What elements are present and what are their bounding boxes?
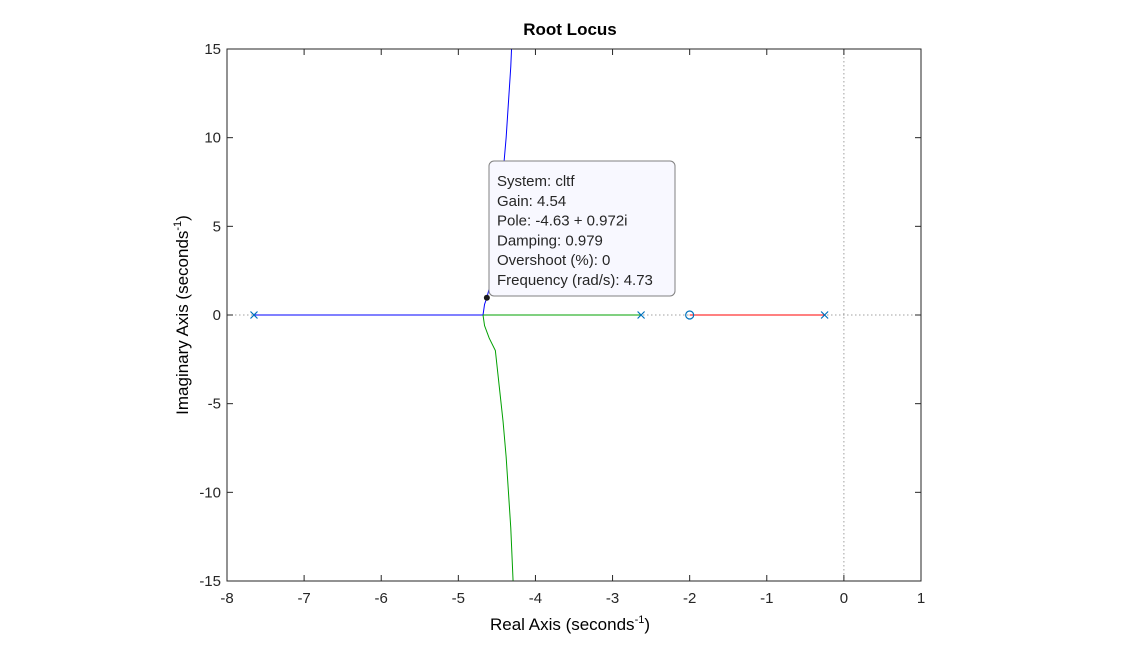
x-tick-label: -3 bbox=[606, 590, 619, 607]
y-tick-label: -5 bbox=[208, 396, 221, 413]
zero-marker-1[interactable] bbox=[685, 310, 695, 320]
locus-branch-2-2[interactable] bbox=[482, 314, 514, 582]
y-tick-label: -15 bbox=[199, 573, 221, 590]
y-tick-label: 0 bbox=[213, 307, 221, 324]
pole-marker-1[interactable] bbox=[250, 311, 258, 319]
x-tick-label: -2 bbox=[683, 590, 696, 607]
y-axis-title: Imaginary Axis (seconds-1) bbox=[172, 215, 192, 415]
y-tick-label: -10 bbox=[199, 484, 221, 501]
x-tick-label: -4 bbox=[529, 590, 542, 607]
datatip-line-2: Gain: 4.54 bbox=[497, 193, 566, 210]
datatip-point[interactable] bbox=[483, 294, 490, 301]
pole-marker-3[interactable] bbox=[820, 311, 829, 319]
datatip-line-1: System: cltf bbox=[497, 173, 575, 190]
x-tick-label: -1 bbox=[760, 590, 773, 607]
chart-title: Root Locus bbox=[523, 20, 617, 39]
pole-marker-2[interactable] bbox=[637, 311, 646, 319]
x-tick-label: -6 bbox=[375, 590, 388, 607]
datatip-line-4: Damping: 0.979 bbox=[497, 232, 603, 249]
datatip-line-5: Overshoot (%): 0 bbox=[497, 252, 610, 269]
y-tick-label: 10 bbox=[204, 130, 221, 147]
x-tick-label: 1 bbox=[917, 590, 925, 607]
datatip-line-3: Pole: -4.63 + 0.972i bbox=[497, 213, 628, 230]
x-tick-label: -7 bbox=[297, 590, 310, 607]
datatip[interactable]: System: cltf Gain: 4.54 Pole: -4.63 + 0.97… bbox=[483, 160, 676, 301]
datatip-line-6: Frequency (rad/s): 4.73 bbox=[497, 272, 653, 289]
x-axis-title: Real Axis (seconds-1) bbox=[490, 614, 650, 634]
x-tick-label: 0 bbox=[840, 590, 848, 607]
y-tick-label: 5 bbox=[213, 218, 221, 235]
datatip-box bbox=[488, 160, 676, 297]
y-tick-label: 15 bbox=[204, 41, 221, 58]
x-tick-label: -5 bbox=[452, 590, 465, 607]
x-tick-label: -8 bbox=[220, 590, 233, 607]
